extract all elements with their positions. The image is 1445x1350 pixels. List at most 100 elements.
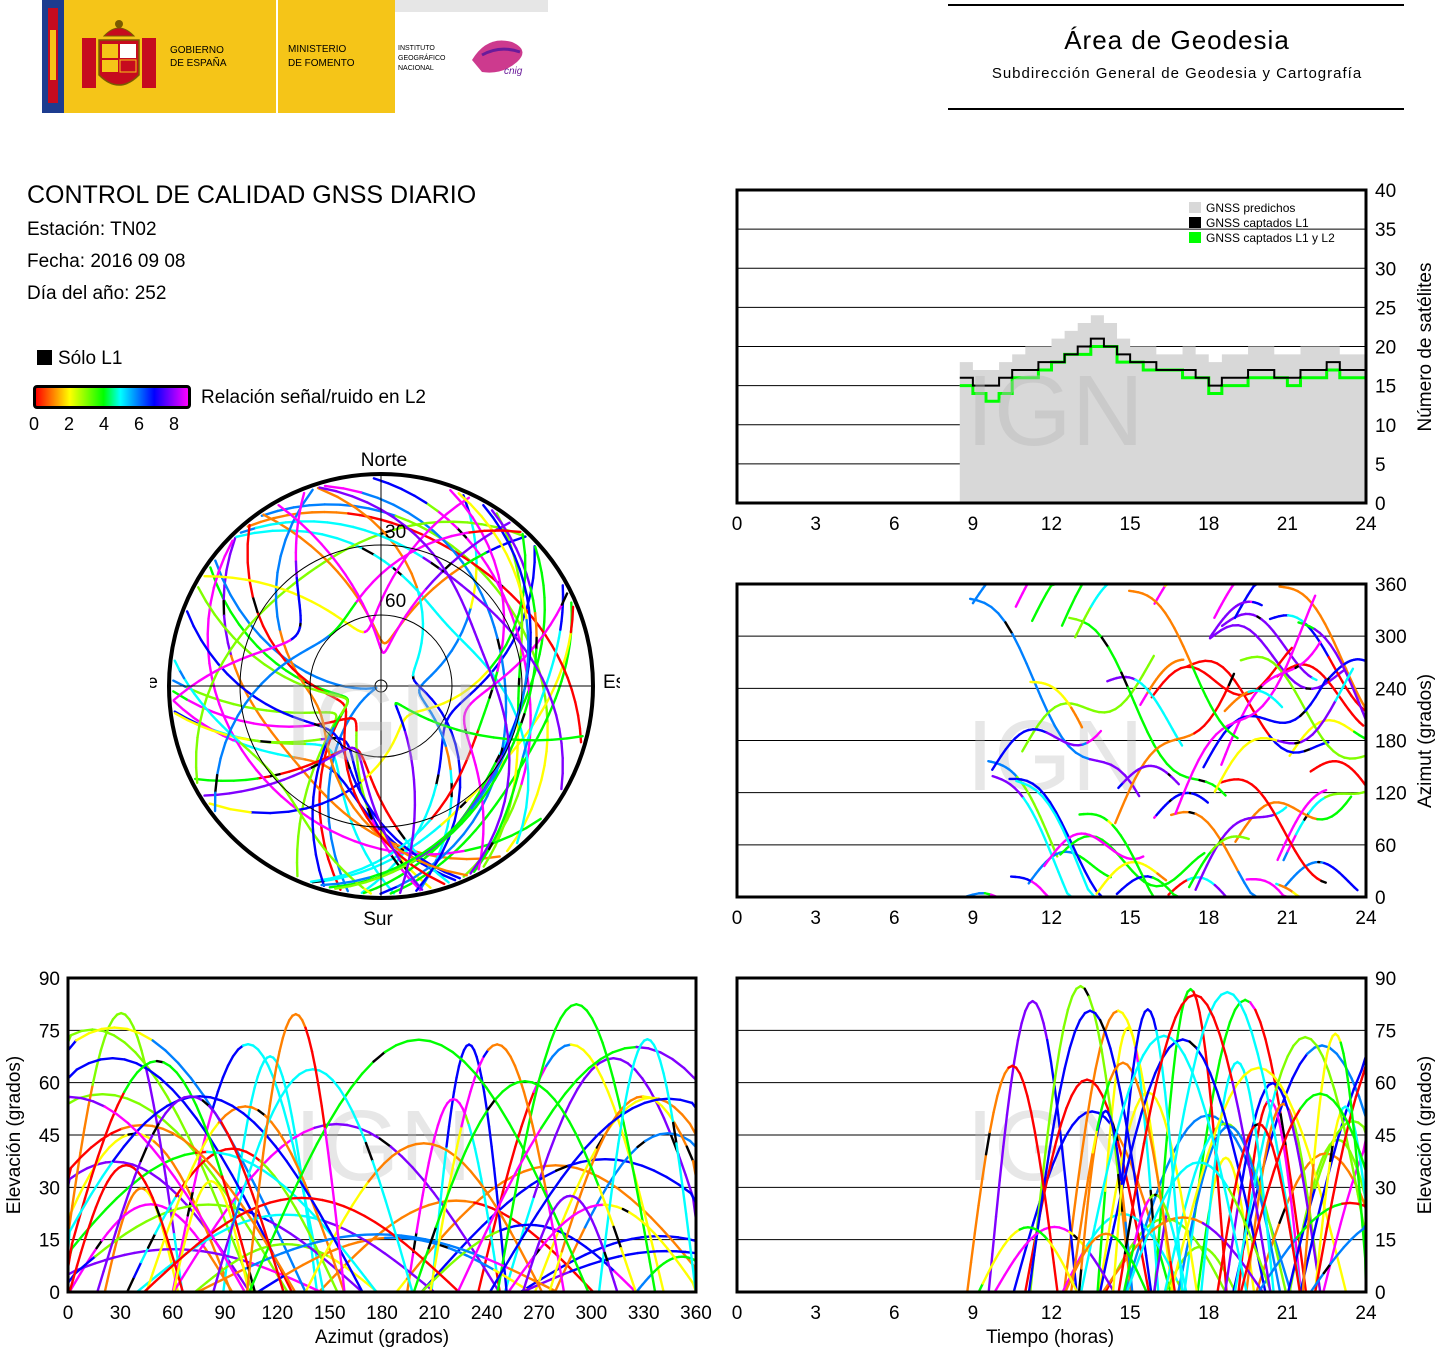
skyplot-track [512,732,519,745]
skyplot-track [450,580,459,593]
elevation-azimuth-track [224,1109,234,1117]
elevation-azimuth-track [545,1055,554,1068]
azimuth-track [1177,739,1184,747]
azimuth-track [1302,608,1311,626]
elevation-azimuth-track [517,1244,528,1263]
skyplot-track [511,566,520,583]
elevation-azimuth-track [536,1194,551,1215]
skyplot-track [215,792,231,797]
elevation-azimuth-track [290,1277,303,1285]
skyplot-track [515,758,519,770]
elevation-azimuth-track [304,1240,319,1247]
azimuth-track [1167,887,1175,896]
azimuth-track [1185,861,1194,870]
elevation-azimuth-track [216,1220,230,1231]
skyplot-track [363,529,378,536]
skyplot-track [571,605,575,621]
elevation-azimuth-track [90,1155,100,1178]
elevation-azimuth-track [534,1242,540,1255]
series-l1-line [959,337,1367,387]
skyplot-track [382,829,390,842]
skyplot-track [483,780,492,793]
skyplot-track [373,785,380,796]
azimuth-track [1231,859,1240,874]
skyplot-track [457,492,472,506]
l1-swatch [37,350,52,365]
elevation-azimuth-track [501,1167,511,1193]
skyplot-track [344,573,354,587]
skyplot-track [215,757,222,777]
elevation-azimuth-track [413,1274,426,1286]
azimuth-track [1218,719,1226,728]
elevation-azimuth-track [656,1264,665,1294]
skyplot-track [272,514,288,520]
azimuth-track [997,612,1007,624]
elevation-azimuth-track [440,1167,446,1193]
skyplot-track [487,544,496,562]
elevation-azimuth-track [464,1134,475,1153]
skyplot-track [487,840,495,851]
elevation-azimuth-track [685,1145,695,1163]
skyplot-track [531,671,536,685]
skyplot-track [440,562,453,574]
skyplot-track [234,738,244,752]
elevation-azimuth-track [287,1124,295,1148]
skyplot-track [221,577,232,596]
elevation-azimuth-track [317,1084,323,1108]
elevation-azimuth-track [653,1232,663,1242]
skyplot-track [461,639,470,648]
elevation-azimuth-track [71,1177,78,1208]
skyplot-track [528,643,532,657]
elevation-azimuth-track [492,1191,507,1218]
skyplot-track [283,675,296,684]
skyplot-track [298,511,314,515]
skyplot-track [406,511,423,523]
azimuth-track [1350,684,1359,700]
elevation-azimuth-track [111,1219,120,1229]
skyplot-track [351,774,358,785]
azimuth-track [1272,810,1279,821]
elevation-azimuth-track [91,1065,98,1086]
skyplot-track [186,718,201,727]
skyplot-track [210,713,219,722]
skyplot-track [574,701,580,717]
elevation-azimuth-track [447,1106,453,1128]
skyplot-track [536,728,543,739]
skyplot-track [442,873,457,882]
azimuth-track [1355,691,1363,703]
elevation-azimuth-track [597,1058,608,1065]
skyplot-track [359,783,365,797]
azimuth-track [1263,796,1271,806]
elevation-azimuth-track [365,1237,378,1242]
elevation-azimuth-track [576,1226,587,1245]
elevation-azimuth-track [501,1230,510,1264]
elevation-azimuth-track [597,1264,604,1294]
azimuth-track [1141,664,1150,677]
skyplot-track [482,653,488,664]
elevation-azimuth-track [323,1127,330,1155]
elevation-azimuth-track [447,1246,459,1253]
elevation-azimuth-track [349,1072,364,1090]
skyplot-track [460,761,467,773]
ign-line2: GEOGRÁFICO [398,53,446,62]
azimuth-track [1202,756,1210,769]
skyplot-track [528,619,532,634]
elevation-azimuth-track [183,1151,198,1157]
elevation-azimuth-track [441,1263,452,1273]
azimuth-track [1294,825,1302,836]
elevation-azimuth-track [265,1279,278,1288]
skyplot-track [293,680,305,687]
elevation-azimuth-track [234,1220,248,1227]
skyplot-track [401,523,416,529]
elevation-azimuth-track [553,1098,564,1111]
elevation-azimuth-track [483,1239,492,1268]
skyplot-track [510,788,516,798]
skyplot-track [222,715,231,730]
skyplot-track [229,593,241,612]
elevation-azimuth-track [162,1119,178,1134]
azimuth-track [1159,605,1167,615]
azimuth-track [1296,623,1305,641]
skyplot-track [264,702,277,711]
azimuth-track [1120,671,1130,689]
skyplot-track [312,838,318,857]
